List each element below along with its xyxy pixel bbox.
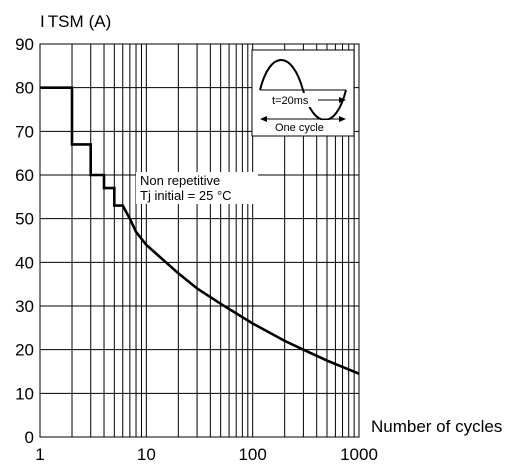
x-tick-label: 100 (238, 445, 266, 464)
y-tick-label: 90 (15, 35, 34, 54)
annotation-background (136, 172, 258, 204)
period-label: t=20ms (272, 95, 309, 107)
period-label-background (270, 93, 316, 107)
period-arrow-head (339, 97, 346, 103)
y-tick-label: 0 (25, 428, 34, 447)
cycle-label-background (272, 120, 332, 133)
tick-labels: 0 10 20 30 40 50 60 70 80 90 1 10 100 1000 (15, 35, 378, 464)
cycle-label: One cycle (275, 122, 324, 134)
y-tick-label: 30 (15, 297, 34, 316)
plot-frame (39, 43, 360, 438)
sine-wave (259, 59, 347, 121)
x-tick-label: 1 (35, 445, 44, 464)
y-tick-label: 10 (15, 384, 34, 403)
annotation-line-1: Non repetitive (140, 173, 220, 188)
x-axis-label: Number of cycles (371, 417, 502, 436)
x-tick-label: 10 (137, 445, 156, 464)
itsm-curve (40, 86, 360, 375)
y-axis-label: I TSM (A) (40, 12, 111, 31)
annotation-line-2: Tj initial = 25 °C (140, 188, 232, 203)
y-tick-label: 70 (15, 122, 34, 141)
y-tick-label: 40 (15, 253, 34, 272)
y-tick-label: 60 (15, 166, 34, 185)
condition-annotation: Non repetitive Tj initial = 25 °C (136, 172, 258, 204)
y-tick-label: 50 (15, 210, 34, 229)
cycle-arrow-head-left (260, 116, 267, 122)
series-layer (40, 86, 360, 375)
x-tick-label: 1000 (340, 445, 378, 464)
y-tick-label: 20 (15, 341, 34, 360)
y-tick-label: 80 (15, 79, 34, 98)
cycle-arrow-head-right (339, 116, 346, 122)
waveform-inset: t=20ms One cycle (251, 49, 355, 137)
